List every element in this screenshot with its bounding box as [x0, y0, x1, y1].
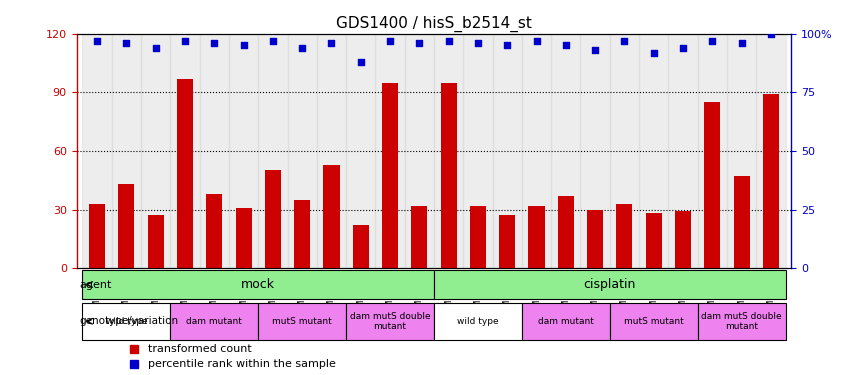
Bar: [323, 165, 340, 268]
Point: [208, 40, 221, 46]
Bar: [610, 303, 698, 339]
Bar: [668, 34, 698, 268]
Bar: [610, 34, 639, 268]
Bar: [762, 94, 779, 268]
Bar: [206, 194, 222, 268]
Bar: [705, 102, 721, 268]
Bar: [522, 303, 610, 339]
Bar: [236, 208, 252, 268]
Text: wild type: wild type: [106, 317, 147, 326]
Bar: [434, 34, 463, 268]
Text: mock: mock: [241, 278, 275, 291]
Bar: [294, 200, 311, 268]
Bar: [675, 211, 691, 268]
Point: [529, 38, 543, 44]
Bar: [229, 34, 258, 268]
Bar: [616, 204, 632, 268]
Point: [178, 38, 191, 44]
Text: agent: agent: [79, 279, 111, 290]
Text: mutS mutant: mutS mutant: [272, 317, 332, 326]
Point: [237, 42, 250, 48]
Bar: [528, 206, 545, 268]
Point: [588, 47, 602, 53]
Bar: [580, 34, 610, 268]
Bar: [111, 34, 141, 268]
Text: percentile rank within the sample: percentile rank within the sample: [148, 359, 336, 369]
Bar: [346, 34, 375, 268]
Point: [705, 38, 719, 44]
Bar: [493, 34, 522, 268]
Point: [149, 45, 163, 51]
Point: [120, 40, 134, 46]
Bar: [200, 34, 229, 268]
Point: [677, 45, 690, 51]
Bar: [441, 82, 457, 268]
Bar: [639, 34, 668, 268]
Bar: [698, 34, 727, 268]
Bar: [83, 270, 434, 299]
Bar: [382, 82, 398, 268]
Point: [764, 31, 778, 37]
Point: [618, 38, 631, 44]
Point: [413, 40, 426, 46]
Bar: [258, 34, 288, 268]
Point: [500, 42, 514, 48]
Point: [647, 50, 660, 55]
Bar: [434, 303, 522, 339]
Bar: [727, 34, 757, 268]
Bar: [317, 34, 346, 268]
Title: GDS1400 / hisS_b2514_st: GDS1400 / hisS_b2514_st: [336, 16, 532, 32]
Bar: [522, 34, 551, 268]
Bar: [557, 196, 574, 268]
Bar: [698, 303, 785, 339]
Bar: [411, 206, 427, 268]
Bar: [177, 79, 193, 268]
Bar: [265, 171, 281, 268]
Bar: [89, 204, 106, 268]
Text: dam mutS double
mutant: dam mutS double mutant: [350, 312, 431, 331]
Text: dam mutS double
mutant: dam mutS double mutant: [701, 312, 782, 331]
Bar: [646, 213, 662, 268]
Point: [90, 38, 104, 44]
Point: [354, 59, 368, 65]
Bar: [170, 34, 200, 268]
Bar: [500, 215, 516, 268]
Point: [383, 38, 397, 44]
Point: [442, 38, 455, 44]
Bar: [118, 184, 134, 268]
Bar: [147, 215, 163, 268]
Bar: [757, 34, 785, 268]
Text: transformed count: transformed count: [148, 344, 252, 354]
Bar: [734, 176, 750, 268]
Text: genotype/variation: genotype/variation: [79, 316, 178, 326]
Bar: [434, 270, 785, 299]
Point: [295, 45, 309, 51]
Bar: [470, 206, 486, 268]
Point: [471, 40, 485, 46]
Bar: [405, 34, 434, 268]
Bar: [463, 34, 493, 268]
Bar: [288, 34, 317, 268]
Bar: [352, 225, 368, 268]
Text: cisplatin: cisplatin: [584, 278, 636, 291]
Bar: [587, 210, 603, 268]
Text: dam mutant: dam mutant: [186, 317, 243, 326]
Text: dam mutant: dam mutant: [538, 317, 594, 326]
Bar: [141, 34, 170, 268]
Text: mutS mutant: mutS mutant: [624, 317, 683, 326]
Point: [266, 38, 280, 44]
Point: [734, 40, 748, 46]
Bar: [551, 34, 580, 268]
Bar: [375, 34, 405, 268]
Point: [325, 40, 339, 46]
Bar: [83, 34, 111, 268]
Text: wild type: wild type: [457, 317, 499, 326]
Bar: [258, 303, 346, 339]
Point: [559, 42, 573, 48]
Bar: [170, 303, 258, 339]
Bar: [346, 303, 434, 339]
Bar: [83, 303, 170, 339]
